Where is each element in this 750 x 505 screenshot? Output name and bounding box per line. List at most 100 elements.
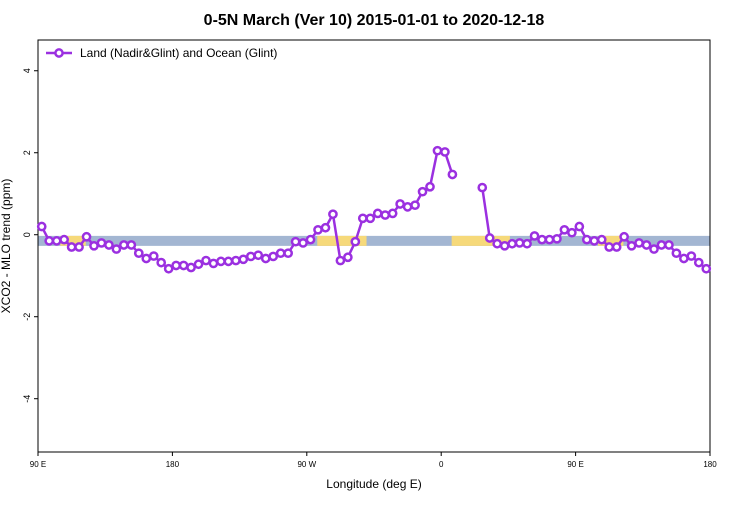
point [328,209,338,220]
point [133,248,144,259]
point [410,200,420,211]
point [111,244,122,254]
point [193,259,204,270]
point [387,208,398,219]
y-tick-label: 2 [22,150,32,155]
point [656,240,667,250]
point [619,231,629,242]
point [589,236,600,246]
point [66,242,77,252]
x-tick-label: 90 W [297,460,316,469]
point [148,251,159,261]
point [604,242,615,252]
point [260,253,271,264]
point [74,242,84,252]
point [178,260,189,271]
point [36,221,47,232]
point [223,256,234,267]
point [89,240,99,251]
point [372,208,383,219]
point [440,147,450,157]
point [201,255,211,266]
point [432,145,443,156]
point [649,244,659,254]
point [163,263,174,274]
point [626,240,637,251]
point [686,251,697,261]
x-tick-label: 90 E [567,460,583,469]
point [245,251,256,262]
point [544,234,555,245]
point [283,248,293,259]
point [537,234,547,245]
point [417,186,428,197]
point [679,253,689,264]
legend-label: Land (Nadir&Glint) and Ocean (Glint) [80,46,277,60]
point [693,257,704,268]
point [51,236,62,246]
point [208,258,219,269]
x-tick-label: 0 [439,460,444,469]
point [559,224,570,235]
point [343,252,353,263]
x-tick-label: 90 E [30,460,46,469]
point [447,169,458,180]
point [641,240,652,250]
point [335,255,346,266]
point [231,255,241,266]
point [529,231,540,241]
point [350,236,361,247]
point [253,250,264,261]
point [275,248,286,259]
point [365,213,376,224]
point [119,240,129,250]
point [268,251,279,262]
point [701,263,712,274]
point [171,260,181,271]
point [425,181,435,192]
point [104,240,114,250]
point [574,221,585,232]
point [634,238,644,248]
chart-title: 0-5N March (Ver 10) 2015-01-01 to 2020-1… [204,12,545,29]
point [395,199,405,209]
point [156,257,167,268]
point [499,240,510,251]
point [305,234,316,245]
point [313,224,323,235]
point [238,254,249,265]
point [81,231,92,242]
point [59,234,69,245]
point [216,256,226,267]
point [611,242,622,252]
point [507,238,517,249]
point [186,262,196,273]
point [298,238,308,248]
point [492,238,503,249]
point [290,236,301,247]
point [402,201,413,212]
point [567,227,577,238]
y-tick-label: 0 [22,232,32,237]
point [522,238,532,249]
x-tick-label: 180 [166,460,180,469]
y-tick-label: 4 [22,68,32,73]
point [514,238,525,248]
point [380,210,391,220]
point [484,233,495,243]
point [320,222,331,233]
point [126,240,137,250]
point [664,240,674,250]
y-axis-label: XCO2 - MLO trend (ppm) [0,179,13,314]
point [596,234,607,245]
y-tick-label: -2 [22,313,32,321]
x-tick-label: 180 [703,460,717,469]
legend-marker [54,48,64,58]
point [552,233,562,244]
point [96,238,107,248]
point [44,236,55,246]
point [671,248,682,259]
point [357,213,368,224]
point [581,234,592,245]
